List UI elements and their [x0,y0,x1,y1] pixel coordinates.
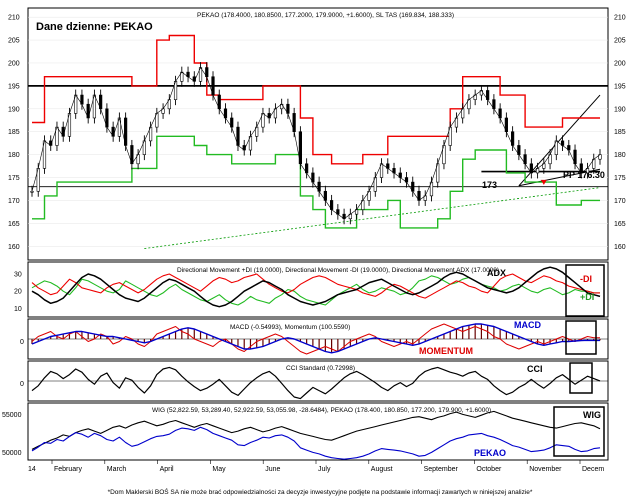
price-ytick-right: 180 [614,152,626,159]
minus-di-label: -DI [580,274,592,284]
month-label: June [265,466,280,473]
signal-marker [540,179,547,185]
price-yticks: 160 160 165 165 170 170 175 175 180 180 185 185 190 1… [8,15,626,251]
cci-label: CCI [527,364,543,374]
price-ytick-right: 175 [614,175,626,182]
sl-upper-line [32,34,600,165]
momentum-line [31,323,600,355]
dmi-marks [31,266,601,308]
cci-line [31,366,601,400]
month-label: September [424,466,459,473]
long-trend-line [144,187,601,249]
cci-marks [28,366,608,400]
price-ytick-left: 185 [8,129,20,136]
price-ytick-right: 165 [614,221,626,228]
price-panel [27,7,609,261]
adx-label: ADX [487,268,506,278]
macd-marks [28,323,608,355]
price-close-line [31,67,601,220]
plus-di-label: +DI [580,292,594,302]
dmi-ytick: 30 [14,272,22,279]
cci-box [569,362,593,394]
month-label: February [54,466,83,473]
dmi-ytick: 10 [14,306,22,313]
month-label: Decem [582,466,604,473]
x-axis: February March April May June July August Septe… [51,460,604,473]
wig-panel [27,402,609,461]
wig-box [553,406,605,457]
macd-label: MACD [514,320,541,330]
price-ytick-right: 195 [614,83,626,90]
month-label: August [371,466,393,473]
price-ytick-left: 160 [8,244,20,251]
wig-marks [31,410,601,460]
dmi-panel [27,261,609,318]
pp-label: PP 176.30 [563,170,605,180]
macd-box [565,320,597,355]
wig-header: WIG (52,822.59, 53,289.40, 52,922.59, 53… [152,407,491,414]
adx-line [31,266,601,308]
pekao-label: PEKAO [474,448,506,458]
wig-ytick: 50000 [2,450,22,457]
price-ytick-left: 200 [8,60,20,67]
price-ytick-left: 210 [8,15,20,22]
dmi-legend-box [565,264,605,317]
month-label: March [107,466,127,473]
minus-di-line [31,273,600,299]
wig-label: WIG [583,410,601,420]
price-ytick-right: 205 [614,38,626,45]
wig-yticks: 50000 55000 [2,412,22,457]
dmi-ytick: 20 [14,289,22,296]
month-label: November [529,466,562,473]
sl-lower-line [32,135,600,229]
macd-header: MACD (-0.54993), Momentum (100.5590) [230,324,350,331]
cci-zero-tick: 0 [20,381,24,388]
month-label: May [212,466,226,473]
month-label: July [318,466,331,473]
month-label: April [160,466,174,473]
price-ytick-right: 185 [614,129,626,136]
support-label: 173 [482,180,497,190]
price-ytick-right: 170 [614,198,626,205]
price-marks [28,34,608,249]
price-header: PEKAO (178.4000, 180.8500, 177.2000, 179… [197,12,454,19]
price-ytick-left: 175 [8,175,20,182]
x-start-label: 14 [28,466,36,473]
price-ytick-left: 165 [8,221,20,228]
footer-disclaimer: *Dom Maklerski BOŚ SA nie może brać odpo… [108,487,533,496]
price-ytick-left: 205 [8,38,20,45]
wig-line [31,410,601,450]
price-ytick-left: 195 [8,83,20,90]
price-ytick-right: 190 [614,106,626,113]
pekao-line [31,426,601,460]
price-ytick-right: 210 [614,15,626,22]
dmi-yticks: 10 20 30 [14,272,22,313]
dmi-label: Directional Movement +DI (19.0000), Dire… [177,267,499,274]
cci-header: CCI Standard (0.72998) [286,365,355,372]
price-ytick-right: 200 [614,60,626,67]
price-candle [30,190,34,193]
month-label: October [476,466,502,473]
price-ytick-left: 170 [8,198,20,205]
wig-ytick: 55000 [2,412,22,419]
momentum-label: MOMENTUM [419,346,473,356]
price-ytick-right: 160 [614,244,626,251]
price-ytick-left: 190 [8,106,20,113]
chart-title: Dane dzienne: PEKAO [36,21,153,33]
price-ytick-left: 180 [8,152,20,159]
macd-zero-tick: 0 [20,339,24,346]
plus-di-line [31,275,600,306]
macd-line [31,323,600,354]
